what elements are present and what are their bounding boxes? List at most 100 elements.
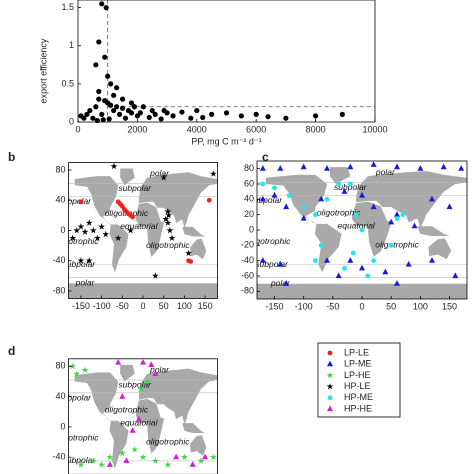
- data-point: [253, 111, 259, 117]
- region-label: oligotrophic: [247, 236, 291, 246]
- y-tick-label: 80: [55, 361, 65, 371]
- data-point: [342, 265, 347, 271]
- data-point: [151, 457, 159, 464]
- data-point: [259, 165, 266, 171]
- data-point: [98, 461, 106, 468]
- y-tick-label: 0: [69, 116, 74, 126]
- x-tick-label: 150: [198, 301, 213, 311]
- data-point: [370, 203, 377, 210]
- x-tick-label: -50: [326, 301, 339, 311]
- data-point: [336, 181, 342, 187]
- data-point: [164, 461, 172, 468]
- data-point: [122, 115, 129, 121]
- data-point: [135, 415, 142, 422]
- data-point: [78, 199, 84, 205]
- land: [352, 201, 392, 257]
- x-tick-label: 100: [177, 301, 192, 311]
- data-point: [151, 272, 159, 279]
- data-point: [85, 257, 93, 264]
- data-point: [85, 219, 93, 226]
- data-point: [312, 212, 318, 218]
- land: [182, 226, 206, 237]
- data-point: [365, 273, 371, 279]
- land: [136, 202, 165, 257]
- data-point: [180, 453, 188, 461]
- x-tick-label: 0: [359, 301, 364, 311]
- data-point: [166, 226, 174, 234]
- x-tick-label: 100: [413, 301, 428, 311]
- data-point: [81, 366, 89, 374]
- scatter-panel: 0 2000 4000 6000 8000 10000 0 0.5 1 1.5 PP, mg C m…: [38, 0, 388, 146]
- data-point: [259, 195, 266, 202]
- land: [417, 226, 450, 237]
- x-tick-label: 4000: [187, 124, 207, 134]
- region-label: subpolar: [118, 380, 152, 390]
- data-point: [335, 272, 342, 279]
- land: [74, 176, 119, 225]
- region-label: oligotrophic: [55, 236, 99, 246]
- map-panel: polar subpolar subpolar oligotrophic equator…: [8, 344, 218, 474]
- region-label: oligotrophic: [317, 207, 361, 217]
- data-point: [259, 257, 266, 263]
- y-tick-label: -20: [241, 240, 254, 250]
- x-tick-label: -150: [72, 301, 90, 311]
- region-label: oligotrophic: [146, 436, 190, 446]
- data-point: [265, 114, 271, 120]
- data-point: [116, 111, 123, 117]
- data-point: [114, 85, 120, 91]
- y-tick-label: 0: [60, 225, 65, 235]
- data-point: [286, 193, 292, 198]
- y-tick-label: -40: [52, 255, 65, 265]
- region-label: oligotrophic: [375, 240, 419, 250]
- data-point: [272, 185, 277, 191]
- data-point: [324, 196, 330, 202]
- data-point: [96, 96, 102, 102]
- legend-marker: [327, 395, 333, 401]
- land: [138, 172, 218, 229]
- data-point: [188, 259, 193, 264]
- data-point: [347, 163, 354, 170]
- y-tick-label: 0.5: [61, 78, 74, 88]
- x-tick-label: -100: [93, 301, 111, 311]
- data-point: [129, 427, 136, 433]
- region-label: subpolar: [63, 455, 97, 465]
- y-axis-label: export efficiency: [38, 38, 48, 103]
- data-point: [143, 377, 151, 385]
- data-point: [394, 163, 400, 170]
- land: [109, 224, 129, 273]
- data-point: [96, 88, 102, 95]
- data-point: [84, 111, 90, 117]
- land: [68, 283, 218, 299]
- data-point: [93, 104, 99, 110]
- legend-box: [317, 342, 401, 418]
- data-point: [137, 110, 143, 116]
- x-tick-label: 50: [386, 301, 396, 311]
- data-point: [312, 258, 318, 264]
- data-point: [119, 393, 126, 399]
- data-point: [73, 226, 81, 234]
- data-point: [197, 457, 205, 464]
- y-tick-label: 60: [244, 178, 254, 188]
- data-point: [164, 208, 172, 215]
- y-tick-label: -80: [52, 285, 65, 295]
- data-point: [277, 260, 284, 267]
- data-point: [301, 204, 307, 210]
- data-point: [339, 111, 345, 117]
- data-point: [223, 110, 230, 116]
- land: [120, 364, 135, 382]
- data-point: [359, 264, 365, 271]
- data-point: [137, 385, 145, 392]
- data-point: [341, 188, 348, 194]
- data-point: [359, 191, 365, 198]
- data-point: [164, 219, 172, 226]
- region-label: equatorial: [120, 221, 158, 231]
- data-point: [158, 116, 164, 122]
- data-point: [165, 211, 173, 219]
- data-point: [81, 228, 89, 235]
- data-point: [131, 104, 138, 110]
- region-label: subpolar: [118, 183, 152, 193]
- data-point: [194, 107, 200, 114]
- region-label: polar: [149, 168, 170, 178]
- legend-label: LP-ME: [344, 359, 372, 369]
- data-point: [94, 117, 100, 124]
